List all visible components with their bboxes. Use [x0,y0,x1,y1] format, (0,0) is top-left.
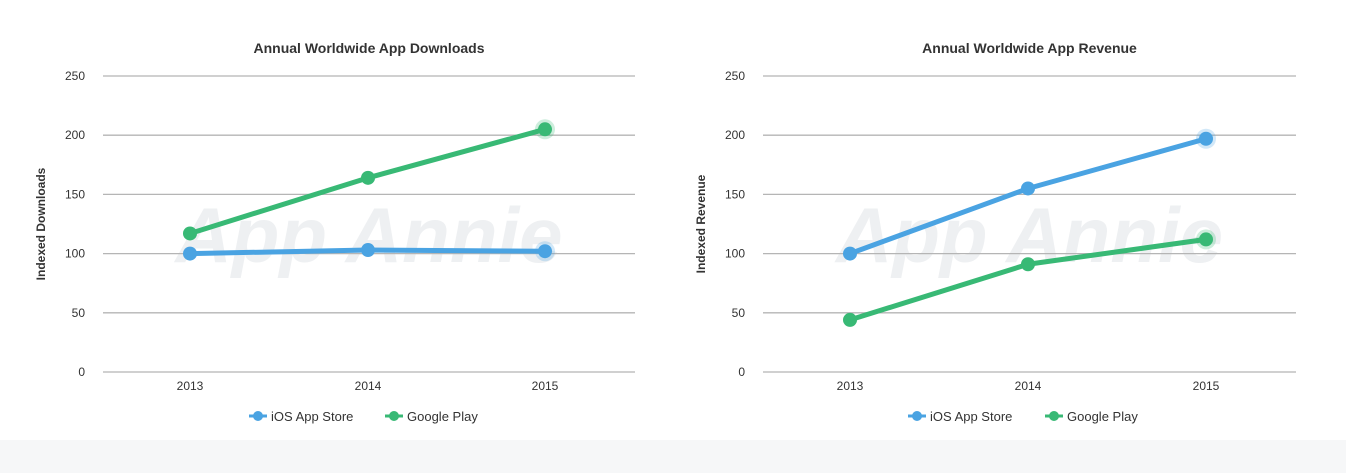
x-tick-label: 2015 [1193,379,1220,393]
y-tick-label: 200 [65,128,85,142]
data-point [361,243,375,258]
y-tick-label: 250 [65,69,85,83]
watermark-logo: App Annie [173,191,562,279]
y-tick-label: 0 [78,365,85,379]
chart-title: Annual Worldwide App Downloads [254,40,485,56]
data-point [1021,181,1035,196]
y-tick-label: 100 [65,247,85,261]
legend-marker [1049,411,1059,421]
chart-1: App Annie Annual Worldwide App Downloads 0… [34,40,635,424]
x-tick-label: 2014 [355,379,382,393]
data-point [538,244,552,259]
bottom-band [0,440,1346,473]
y-tick-label: 150 [65,187,85,201]
y-tick-label: 50 [732,306,746,320]
y-tick-label: 50 [72,306,86,320]
legend-marker [253,411,263,421]
data-point [183,226,197,241]
y-axis-label: Indexed Revenue [694,174,708,273]
data-point [183,246,197,261]
data-point [843,312,857,327]
data-point [1021,257,1035,272]
legend-marker [389,411,399,421]
data-point [843,246,857,261]
y-tick-label: 100 [725,247,745,261]
legend-label: iOS App Store [271,409,353,424]
legend-label: iOS App Store [930,409,1012,424]
x-tick-label: 2015 [532,379,559,393]
x-tick-label: 2014 [1015,379,1042,393]
legend-label: Google Play [407,409,478,424]
data-point [361,170,375,185]
chart-title: Annual Worldwide App Revenue [922,40,1137,56]
y-tick-label: 200 [725,128,745,142]
y-tick-label: 250 [725,69,745,83]
data-point [1199,232,1213,247]
y-tick-label: 150 [725,187,745,201]
data-point [538,122,552,137]
x-tick-label: 2013 [177,379,204,393]
x-tick-label: 2013 [837,379,864,393]
y-tick-label: 0 [738,365,745,379]
data-point [1199,131,1213,146]
y-axis-label: Indexed Downloads [34,167,48,280]
legend-marker [912,411,922,421]
legend-label: Google Play [1067,409,1138,424]
